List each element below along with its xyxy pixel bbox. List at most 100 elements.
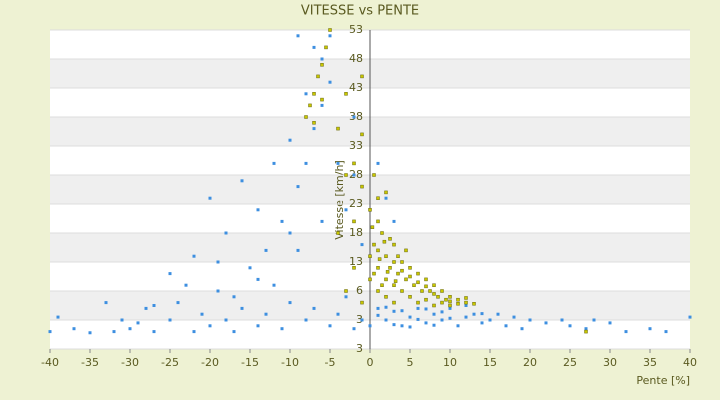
point	[372, 271, 376, 276]
point	[404, 248, 408, 253]
y-tick-label: 28	[349, 168, 363, 181]
point	[376, 289, 380, 293]
point	[424, 321, 428, 325]
y-tick-label: 6	[356, 284, 363, 297]
point	[396, 271, 400, 276]
point	[184, 283, 188, 287]
point	[440, 289, 444, 293]
point	[456, 302, 460, 306]
point	[224, 318, 228, 322]
x-tick-label: 10	[443, 356, 457, 369]
point	[328, 80, 332, 84]
point	[256, 208, 260, 212]
point	[304, 161, 308, 165]
point	[56, 315, 60, 319]
point	[388, 237, 392, 241]
x-axis-label: Pente [%]	[636, 374, 690, 387]
point	[440, 300, 444, 305]
x-tick-label: 30	[603, 356, 617, 369]
point	[408, 315, 412, 319]
y-axis-label: Vitesse [km/h]	[333, 160, 346, 240]
point	[360, 74, 364, 79]
point	[208, 324, 212, 328]
point	[312, 92, 316, 96]
x-tick-label: -35	[81, 356, 99, 369]
point	[568, 324, 572, 328]
point	[424, 307, 428, 311]
point	[344, 289, 348, 293]
point	[392, 283, 396, 287]
point	[400, 268, 404, 273]
point	[296, 185, 300, 189]
point	[448, 299, 452, 304]
point	[376, 248, 380, 253]
point	[240, 179, 244, 183]
chart-title: VITESSE vs PENTE	[301, 4, 419, 19]
point	[392, 260, 396, 264]
x-tick-label: -25	[161, 356, 179, 369]
point	[464, 300, 468, 305]
point	[328, 324, 332, 328]
point	[320, 57, 324, 61]
point	[624, 330, 628, 334]
point	[376, 196, 380, 200]
point	[382, 239, 387, 244]
point	[208, 196, 212, 200]
point	[648, 327, 652, 331]
point	[360, 300, 364, 305]
point	[360, 184, 364, 189]
point	[384, 254, 388, 258]
point	[264, 312, 268, 316]
point	[384, 305, 388, 309]
point	[256, 277, 260, 281]
point	[328, 34, 332, 38]
point	[496, 312, 500, 316]
point	[416, 300, 420, 305]
point	[352, 115, 356, 119]
point	[376, 266, 380, 270]
point	[296, 248, 300, 252]
point	[216, 289, 220, 293]
y-tick-label: 38	[349, 110, 363, 123]
y-tick-label: 43	[349, 81, 363, 94]
point	[360, 132, 364, 137]
point	[360, 318, 364, 322]
x-tick-label: 15	[483, 356, 497, 369]
point	[432, 323, 436, 327]
point	[400, 324, 404, 328]
point	[370, 225, 375, 229]
point	[312, 306, 316, 310]
point	[312, 127, 316, 131]
point	[688, 315, 692, 319]
point	[360, 243, 364, 247]
point	[396, 254, 400, 258]
point	[336, 312, 340, 316]
point	[416, 306, 420, 310]
point	[240, 306, 244, 310]
point	[128, 327, 132, 331]
x-tick-label: -10	[281, 356, 299, 369]
point	[488, 318, 492, 322]
point	[216, 260, 220, 264]
point	[320, 97, 324, 102]
point	[232, 330, 236, 334]
point	[448, 295, 452, 299]
point	[608, 321, 612, 325]
point	[412, 283, 416, 287]
point	[256, 324, 260, 328]
point	[520, 327, 524, 331]
point	[416, 317, 420, 321]
y-tick-label: 48	[349, 52, 363, 65]
point	[316, 74, 320, 79]
point	[352, 327, 356, 331]
point	[384, 190, 388, 195]
y-tick-label: 3	[356, 342, 363, 355]
point	[288, 138, 292, 142]
point	[416, 280, 420, 285]
point	[440, 310, 444, 314]
point	[368, 324, 372, 328]
point	[512, 315, 516, 319]
point	[448, 303, 452, 308]
point	[528, 318, 532, 322]
point	[304, 318, 308, 322]
